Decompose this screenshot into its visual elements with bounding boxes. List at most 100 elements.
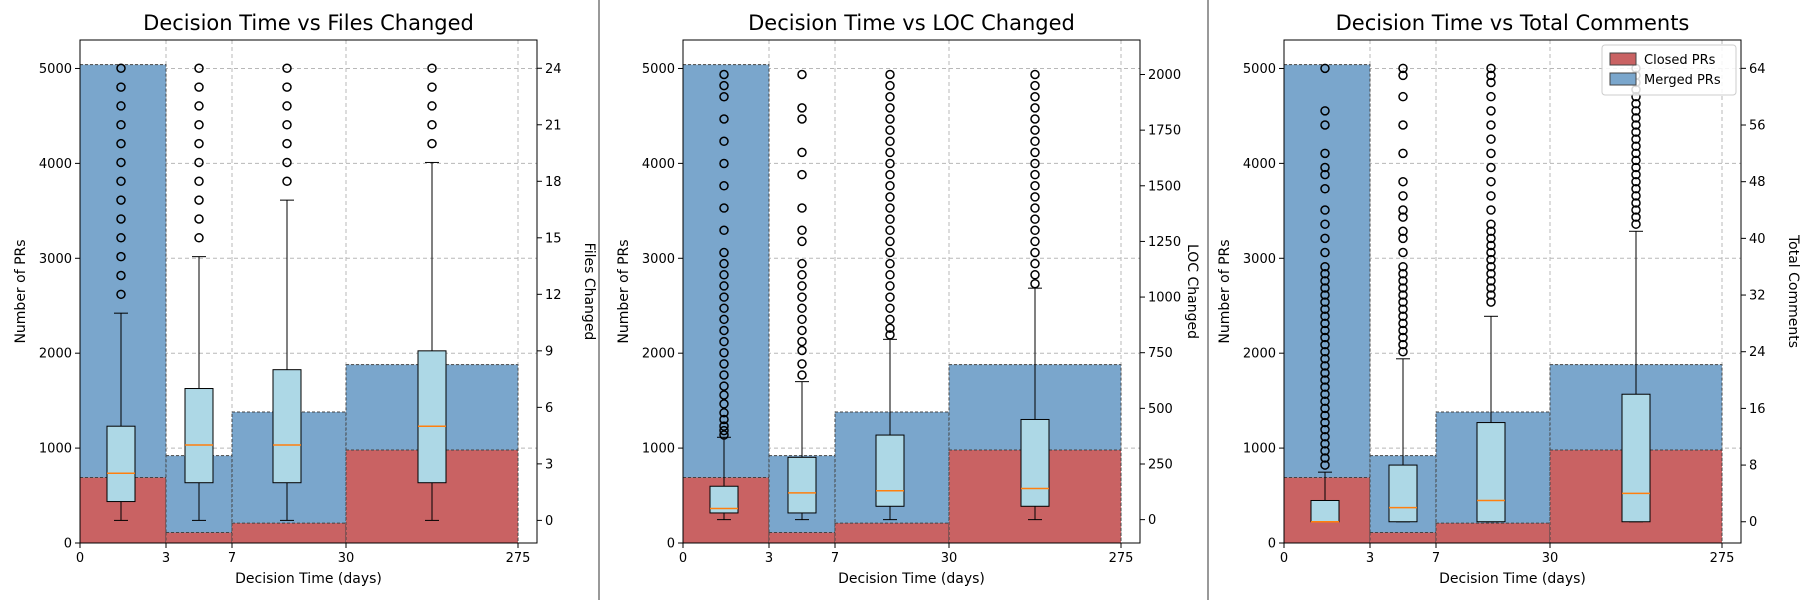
y2tick-label: 0: [1749, 515, 1757, 530]
xtick-label: 275: [1109, 551, 1134, 566]
bar-closed-7-30: [1435, 522, 1551, 544]
flier-point: [1320, 120, 1330, 130]
flier-point: [797, 336, 807, 347]
flier-point: [1486, 240, 1496, 251]
flier-point: [282, 138, 292, 149]
flier-point: [1631, 127, 1641, 137]
flier-point: [1486, 91, 1496, 102]
y-axis-label: Number of PRs: [1217, 239, 1233, 343]
box-iqr: [184, 388, 214, 484]
flier-point: [1030, 270, 1040, 280]
flier-point: [1030, 258, 1040, 269]
flier-point: [1631, 155, 1641, 166]
bar-closed-7-30: [231, 522, 347, 544]
flier-point: [719, 314, 729, 325]
y2tick-label: 48: [1749, 175, 1766, 190]
xtick-label: 30: [941, 551, 958, 566]
flier-point: [1030, 225, 1040, 236]
y2tick-label: 8: [1749, 459, 1757, 474]
bar-merged-0-3: [1283, 64, 1371, 544]
y2tick-label: 24: [545, 62, 562, 77]
flier-point: [1030, 80, 1040, 91]
flier-point: [1030, 69, 1040, 80]
flier-point: [194, 120, 204, 130]
y2tick-label: 1000: [1148, 291, 1181, 306]
flier-point: [1631, 148, 1641, 159]
flier-point: [1398, 120, 1408, 130]
flier-point: [1631, 106, 1641, 116]
y2tick-label: 1250: [1148, 235, 1181, 250]
flier-point: [1320, 424, 1330, 435]
flier-point: [885, 236, 895, 247]
flier-point: [194, 63, 204, 74]
y-axis-label: Number of PRs: [13, 239, 29, 343]
flier-point: [719, 225, 729, 236]
flier-point: [719, 408, 729, 418]
flier-point: [1320, 106, 1330, 116]
flier-point: [1486, 70, 1496, 81]
flier-point: [1320, 63, 1330, 74]
flier-point: [1030, 247, 1040, 258]
flier-point: [797, 270, 807, 280]
flier-point: [1486, 77, 1496, 88]
ytick-label: 4000: [642, 157, 675, 172]
bar-merged-0-3: [682, 64, 770, 544]
flier-point: [1030, 214, 1040, 224]
flier-point: [1030, 181, 1040, 191]
flier-point: [116, 176, 126, 187]
y2tick-label: 24: [1749, 345, 1766, 360]
flier-point: [885, 225, 895, 236]
flier-point: [1398, 63, 1408, 74]
flier-point: [1320, 261, 1330, 272]
ytick-label: 1000: [642, 442, 675, 457]
box-iqr: [1476, 422, 1506, 523]
y2tick-label: 18: [545, 175, 562, 190]
flier-point: [719, 421, 729, 431]
xtick-label: 7: [831, 551, 839, 566]
flier-point: [1030, 236, 1040, 247]
flier-point: [1486, 134, 1496, 144]
plot-frame: [79, 39, 538, 544]
flier-point: [797, 359, 807, 369]
flier-point: [1320, 403, 1330, 414]
legend-swatch: [1609, 52, 1637, 66]
ytick-label: 4000: [1243, 157, 1276, 172]
flier-point: [1486, 233, 1496, 244]
flier-point: [1320, 162, 1330, 173]
flier-point: [1030, 147, 1040, 158]
y2tick-label: 15: [545, 231, 562, 246]
legend-entry: Closed PRs: [1644, 53, 1716, 68]
y2tick-label: 32: [1749, 289, 1766, 304]
flier-point: [1631, 212, 1641, 222]
y2tick-label: 56: [1749, 119, 1766, 134]
flier-point: [1631, 176, 1641, 187]
flier-point: [282, 120, 292, 130]
flier-point: [719, 399, 729, 409]
flier-point: [719, 258, 729, 269]
flier-point: [1030, 169, 1040, 180]
flier-point: [1320, 375, 1330, 385]
xtick-label: 3: [1366, 551, 1374, 566]
flier-point: [1486, 276, 1496, 286]
flier-point: [885, 158, 895, 169]
flier-point: [885, 203, 895, 213]
flier-point: [885, 303, 895, 313]
flier-point: [1030, 92, 1040, 102]
flier-point: [116, 63, 126, 74]
legend: Closed PRs Merged PRs: [1601, 44, 1737, 96]
flier-point: [1631, 184, 1641, 194]
y2tick-label: 40: [1749, 232, 1766, 247]
flier-point: [116, 251, 126, 262]
flier-point: [1320, 332, 1330, 343]
flier-point: [1320, 431, 1330, 442]
flier-point: [1030, 278, 1040, 289]
flier-point: [1320, 460, 1330, 470]
flier-point: [282, 176, 292, 187]
box-iqr: [106, 425, 136, 503]
ytick-label: 3000: [39, 252, 72, 267]
flier-point: [885, 169, 895, 180]
flier-point: [797, 169, 807, 180]
flier-point: [1398, 70, 1408, 81]
flier-point: [885, 314, 895, 325]
